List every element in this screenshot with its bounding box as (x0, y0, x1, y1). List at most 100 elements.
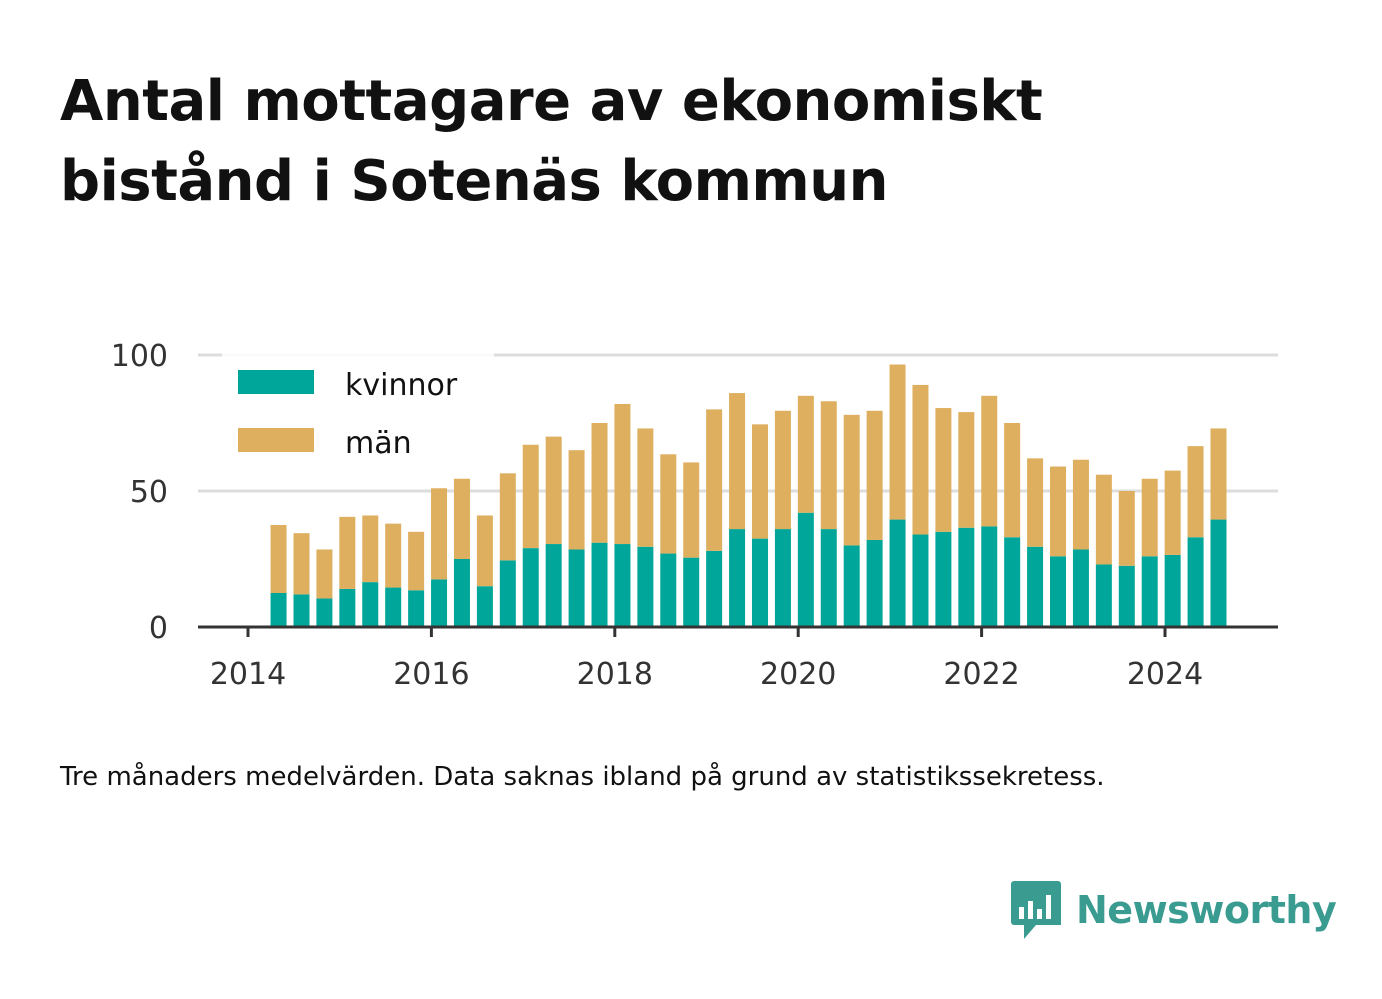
bar-man (660, 454, 677, 554)
bar-kvinnor (1050, 556, 1067, 627)
bar-kvinnor (706, 550, 723, 627)
bar-man (431, 488, 448, 580)
bar-kvinnor (1004, 537, 1021, 627)
bar-kvinnor (499, 560, 516, 627)
bar-man (270, 525, 287, 593)
brand: Newsworthy (1010, 878, 1337, 942)
bar-kvinnor (339, 588, 356, 627)
bar-man (637, 428, 654, 547)
bar-kvinnor (408, 590, 425, 627)
bar-man (293, 533, 310, 595)
x-tick-label: 2024 (1127, 657, 1203, 692)
bar-kvinnor (568, 549, 585, 627)
bar-man (545, 436, 562, 545)
legend-swatch-man (238, 428, 314, 452)
bar-kvinnor (270, 593, 287, 627)
bar-kvinnor (476, 586, 493, 627)
bar-man (1164, 470, 1181, 555)
bar-man (1187, 446, 1204, 538)
bar-kvinnor (866, 539, 883, 627)
y-tick-label: 0 (149, 611, 168, 646)
bar-man (1118, 491, 1135, 566)
bar-kvinnor (774, 529, 791, 627)
bar-man (706, 409, 723, 551)
bar-man (1050, 466, 1067, 557)
bar-man (362, 515, 379, 583)
bar-kvinnor (935, 531, 952, 627)
chart-title: Antal mottagare av ekonomiskt bistånd i … (60, 69, 1043, 214)
bar-man (1004, 423, 1021, 538)
bar-kvinnor (1072, 549, 1089, 627)
bars (270, 364, 1227, 627)
bar-kvinnor (843, 545, 860, 627)
bar-kvinnor (1027, 546, 1044, 627)
bar-man (522, 444, 539, 549)
bar-man (751, 424, 768, 539)
bar-man (774, 410, 791, 530)
bar-kvinnor (797, 512, 814, 627)
bar-man (499, 473, 516, 561)
x-tick-label: 2016 (393, 657, 469, 692)
bar-kvinnor (729, 529, 746, 627)
newsworthy-logo-icon (1011, 881, 1061, 939)
bar-man (935, 408, 952, 532)
bar-kvinnor (591, 542, 608, 627)
x-tick-label: 2022 (943, 657, 1019, 692)
bar-man (981, 395, 998, 527)
y-tick-label: 100 (111, 339, 168, 374)
bar-kvinnor (453, 559, 470, 627)
bar-man (958, 412, 975, 528)
bar-kvinnor (1187, 537, 1204, 627)
y-tick-label: 50 (130, 475, 168, 510)
bar-kvinnor (1210, 519, 1227, 627)
bar-kvinnor (614, 544, 631, 627)
bar-man (912, 384, 929, 535)
bar-man (1072, 459, 1089, 550)
bar-man (316, 549, 333, 599)
bar-man (889, 364, 906, 520)
bar-kvinnor (1118, 565, 1135, 627)
bar-man (866, 410, 883, 540)
bar-man (729, 393, 746, 530)
bar-man (476, 515, 493, 587)
bar-man (408, 531, 425, 591)
bar-kvinnor (820, 529, 837, 627)
bar-kvinnor (981, 526, 998, 627)
bar-kvinnor (522, 548, 539, 627)
bar-man (339, 516, 356, 589)
bar-man (453, 478, 470, 559)
bar-kvinnor (958, 527, 975, 627)
bar-kvinnor (385, 587, 402, 627)
bar-kvinnor (362, 582, 379, 627)
bar-kvinnor (637, 546, 654, 627)
bar-kvinnor (293, 594, 310, 627)
bar-man (1095, 474, 1112, 565)
bar-kvinnor (751, 538, 768, 627)
bar-man (1027, 458, 1044, 547)
bar-man (568, 450, 585, 550)
legend: kvinnor män (222, 350, 494, 472)
x-tick-label: 2018 (577, 657, 653, 692)
bar-man (683, 462, 700, 558)
bar-man (1141, 478, 1158, 557)
bar-kvinnor (431, 579, 448, 627)
bar-man (843, 414, 860, 546)
bar-kvinnor (660, 553, 677, 627)
bar-kvinnor (316, 598, 333, 627)
legend-label-kvinnor: kvinnor (345, 368, 458, 403)
bar-man (614, 403, 631, 545)
x-tick-label: 2014 (210, 657, 286, 692)
bar-kvinnor (683, 557, 700, 627)
axes: 2014 2016 2018 2020 2022 2024 (198, 625, 1278, 692)
legend-swatch-kvinnor (238, 370, 314, 394)
bar-man (820, 401, 837, 530)
brand-name: Newsworthy (1076, 888, 1337, 932)
bar-man (591, 423, 608, 543)
bar-kvinnor (545, 544, 562, 627)
bar-kvinnor (1141, 556, 1158, 627)
chart-caption: Tre månaders medelvärden. Data saknas ib… (60, 762, 1105, 792)
bar-kvinnor (889, 519, 906, 627)
bar-kvinnor (1095, 564, 1112, 627)
bar-kvinnor (1164, 554, 1181, 627)
